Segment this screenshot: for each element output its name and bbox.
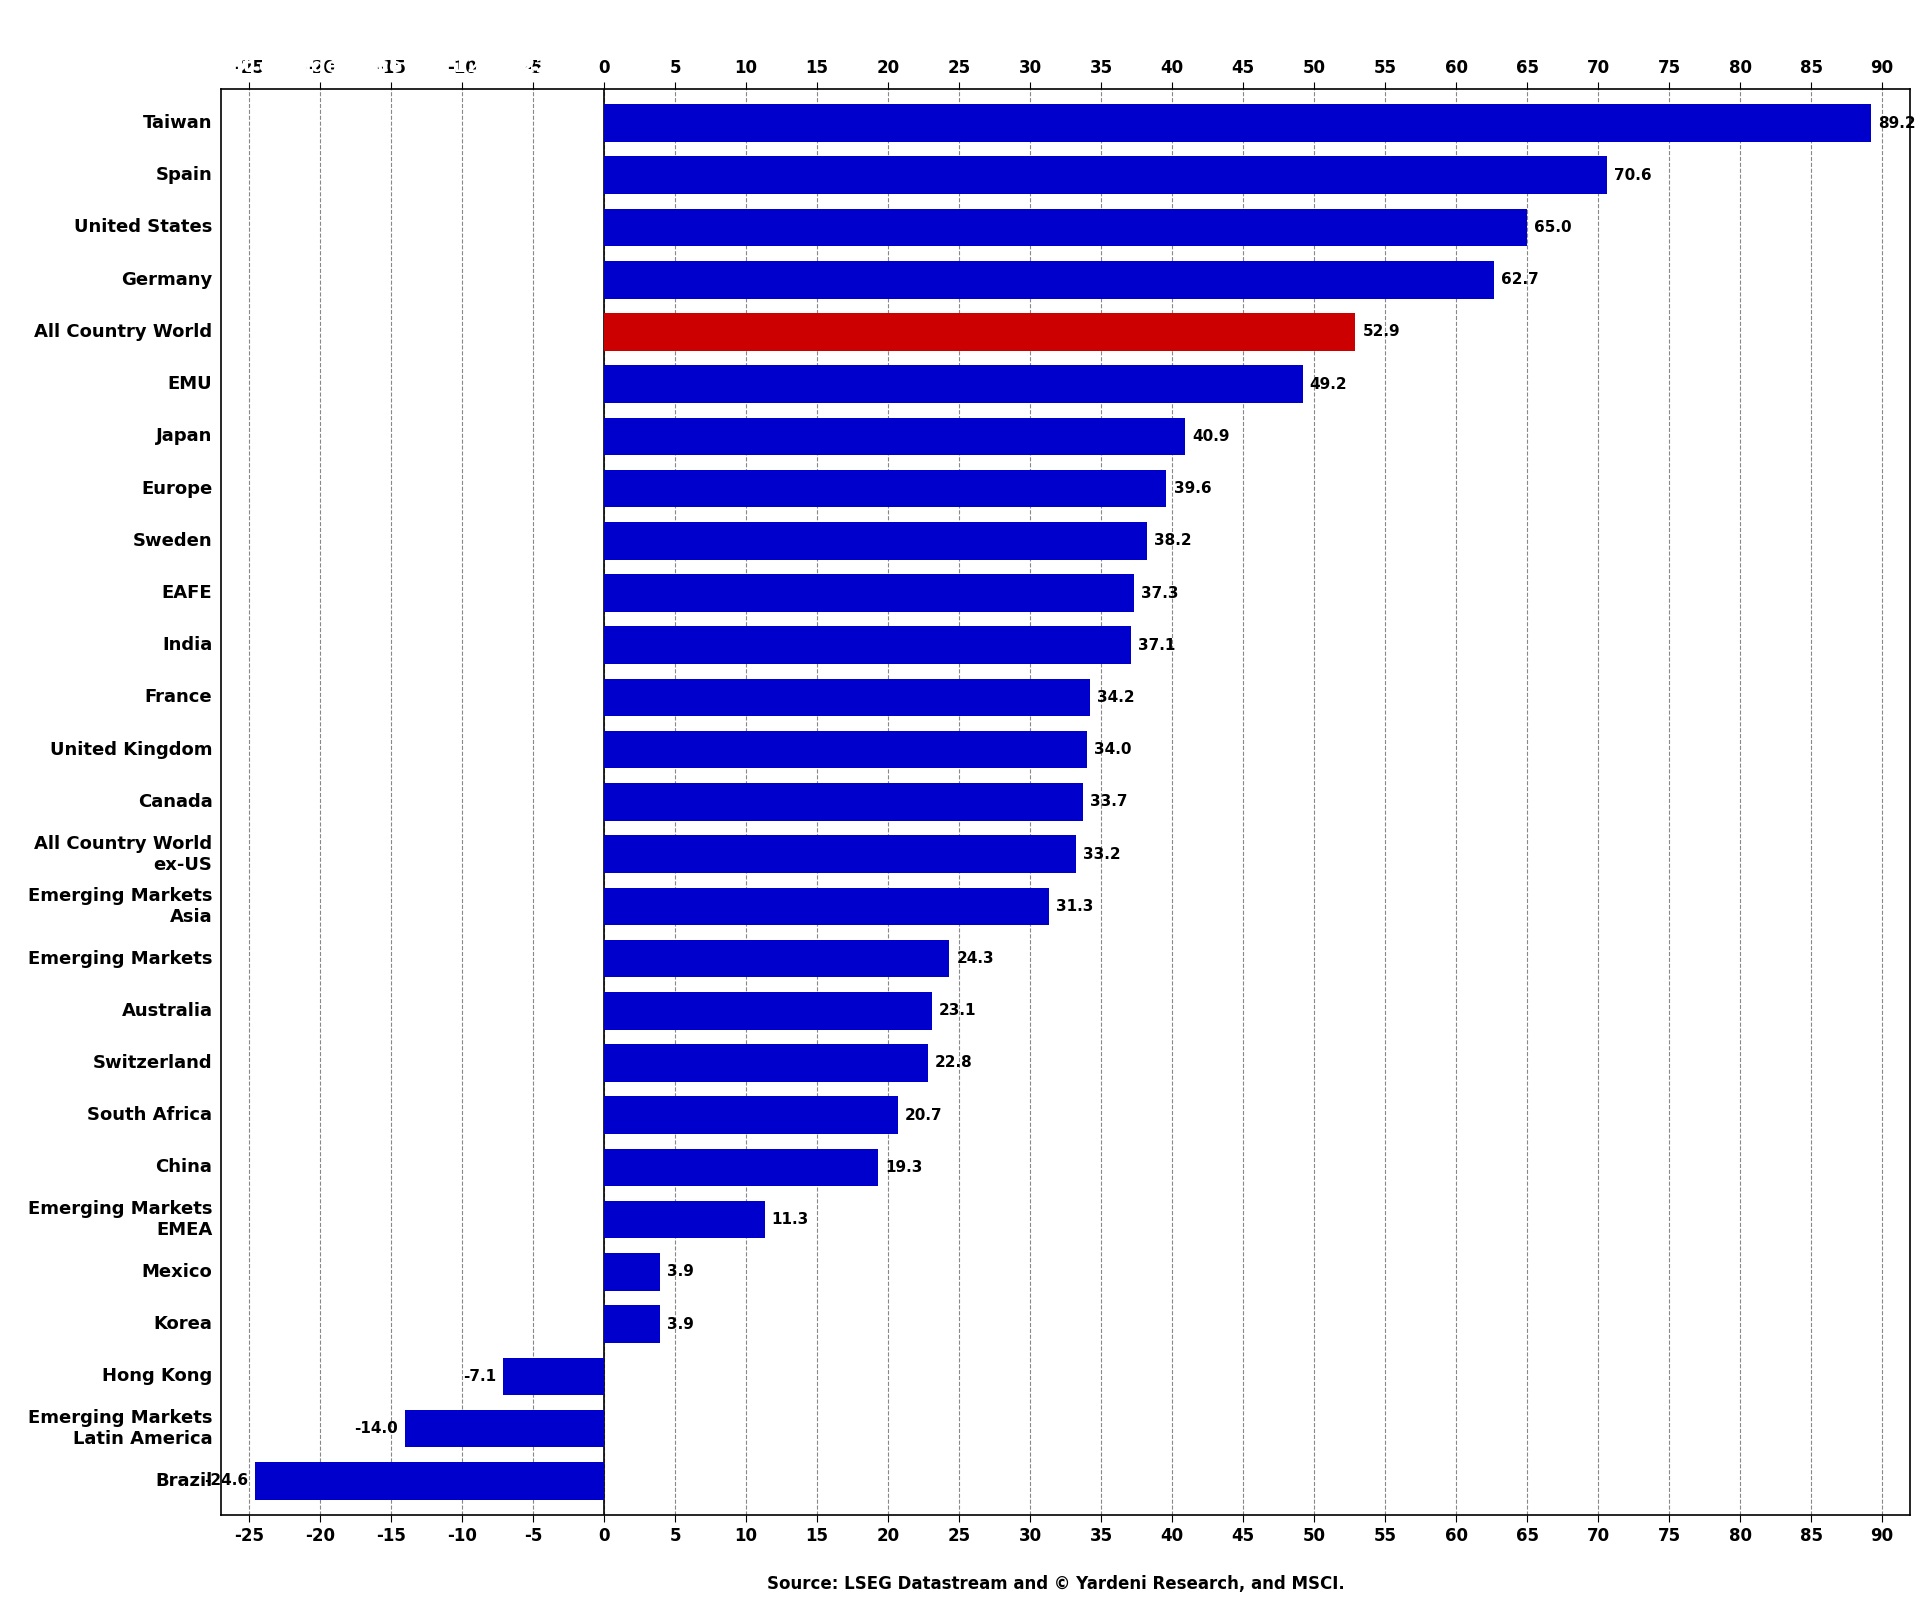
Bar — [605, 1045, 927, 1082]
Text: Source: LSEG Datastream and © Yardeni Research, and MSCI.: Source: LSEG Datastream and © Yardeni Re… — [768, 1575, 1344, 1594]
Text: 23.1: 23.1 — [939, 1003, 977, 1019]
Text: 19.3: 19.3 — [885, 1160, 924, 1174]
Text: -7.1: -7.1 — [463, 1369, 495, 1383]
Text: 33.2: 33.2 — [1083, 847, 1119, 862]
Bar — [255, 1461, 605, 1500]
Text: 31.3: 31.3 — [1056, 899, 1092, 914]
Text: (US dollar, percent change since Oct 12, 2022): (US dollar, percent change since Oct 12,… — [46, 57, 557, 76]
Bar — [605, 104, 1870, 143]
Text: 22.8: 22.8 — [935, 1056, 973, 1071]
Bar — [605, 1254, 660, 1291]
Bar — [605, 1306, 660, 1343]
Bar — [605, 261, 1494, 298]
Text: 24.3: 24.3 — [956, 951, 995, 966]
Bar — [605, 209, 1526, 246]
Text: 34.2: 34.2 — [1096, 690, 1135, 705]
Text: -24.6: -24.6 — [204, 1473, 248, 1489]
Text: 70.6: 70.6 — [1613, 168, 1651, 183]
Text: 49.2: 49.2 — [1309, 376, 1348, 392]
Bar — [605, 522, 1146, 559]
Bar — [405, 1409, 605, 1447]
Text: 62.7: 62.7 — [1501, 272, 1540, 287]
Text: 34.0: 34.0 — [1094, 742, 1131, 757]
Text: 39.6: 39.6 — [1173, 481, 1212, 496]
Text: 40.9: 40.9 — [1192, 429, 1229, 444]
Bar — [605, 836, 1075, 873]
Bar — [605, 573, 1133, 612]
Bar — [605, 627, 1131, 664]
Text: 3.9: 3.9 — [666, 1317, 693, 1332]
Text: MSCI REGIONS & SELECTED MARKETS PERFORMANCE DERBY: MSCI REGIONS & SELECTED MARKETS PERFORMA… — [0, 15, 728, 39]
Text: -14.0: -14.0 — [355, 1421, 397, 1435]
Text: 65.0: 65.0 — [1534, 220, 1572, 235]
Text: 38.2: 38.2 — [1154, 533, 1190, 548]
Bar — [605, 418, 1185, 455]
Bar — [605, 940, 948, 977]
Bar — [605, 731, 1087, 768]
Text: 52.9: 52.9 — [1363, 324, 1400, 340]
Text: 37.1: 37.1 — [1139, 638, 1175, 653]
Bar — [605, 679, 1091, 716]
Bar — [605, 313, 1356, 350]
Bar — [605, 1200, 764, 1238]
Bar — [605, 366, 1302, 403]
Bar — [503, 1358, 605, 1395]
Text: 37.3: 37.3 — [1140, 585, 1179, 601]
Text: 20.7: 20.7 — [904, 1108, 943, 1123]
Text: 3.9: 3.9 — [666, 1264, 693, 1280]
Text: 11.3: 11.3 — [772, 1212, 808, 1228]
Bar — [605, 1097, 899, 1134]
Bar — [605, 157, 1607, 194]
Text: 89.2: 89.2 — [1878, 115, 1916, 131]
Bar — [605, 888, 1048, 925]
Bar — [605, 782, 1083, 821]
Bar — [605, 470, 1167, 507]
Bar — [605, 991, 931, 1030]
Bar — [605, 1149, 877, 1186]
Text: 33.7: 33.7 — [1091, 794, 1127, 810]
